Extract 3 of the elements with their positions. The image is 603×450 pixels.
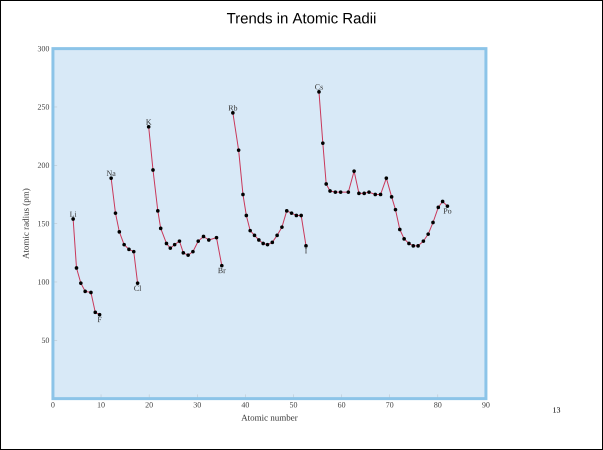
chart-title: Trends in Atomic Radii: [226, 12, 376, 24]
y-axis-title: Atomic radius (pm): [22, 188, 31, 259]
x-axis-title: Atomic number: [241, 414, 298, 421]
